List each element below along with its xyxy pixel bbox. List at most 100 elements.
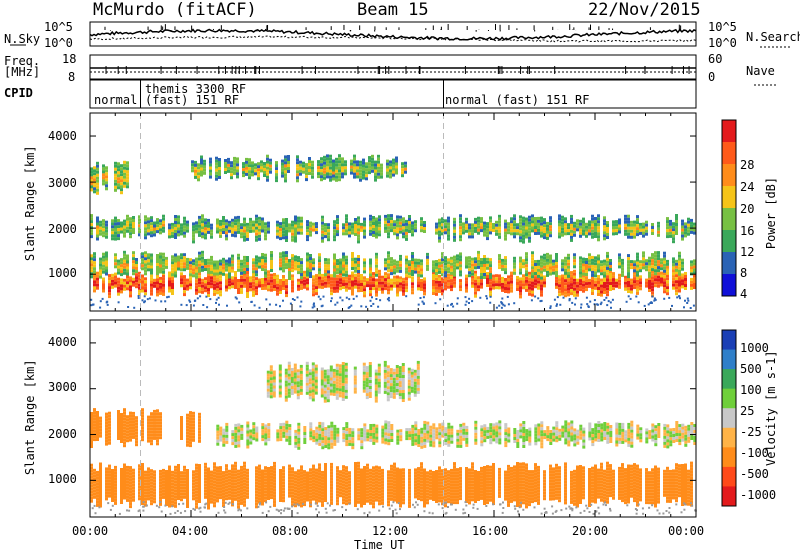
heatmap-cell	[450, 271, 453, 275]
heatmap-cell	[210, 285, 213, 289]
heatmap-cell	[255, 232, 258, 236]
heatmap-cell	[435, 266, 438, 269]
heatmap-cell	[489, 216, 492, 220]
heatmap-cell	[675, 283, 678, 287]
heatmap-cell	[309, 275, 312, 278]
heatmap-cell	[582, 226, 585, 230]
heatmap-cell	[162, 492, 165, 496]
heatmap-cell	[330, 498, 333, 502]
heatmap-cell	[639, 263, 642, 267]
heatmap-cell	[264, 487, 267, 491]
heatmap-cell	[486, 228, 489, 232]
heatmap-cell	[684, 275, 687, 278]
heatmap-cell	[90, 499, 93, 503]
ground-scatter-cell	[137, 297, 140, 299]
heatmap-cell	[108, 470, 111, 474]
heatmap-cell	[215, 165, 218, 169]
heatmap-cell	[294, 215, 297, 219]
heatmap-cell	[540, 287, 543, 291]
heatmap-cell	[216, 279, 219, 283]
heatmap-cell	[114, 216, 117, 220]
heatmap-cell	[336, 262, 339, 266]
heatmap-cell	[390, 263, 393, 267]
heatmap-cell	[144, 218, 147, 222]
heatmap-cell	[141, 274, 144, 278]
heatmap-cell	[315, 498, 318, 502]
heatmap-cell	[675, 268, 678, 272]
ground-scatter-cell	[627, 295, 630, 298]
heatmap-cell	[303, 473, 306, 477]
heatmap-cell	[108, 482, 111, 486]
heatmap-cell	[240, 498, 243, 502]
heatmap-cell	[135, 258, 138, 261]
heatmap-cell	[396, 278, 399, 282]
heatmap-cell	[477, 231, 480, 235]
heatmap-cell	[183, 290, 186, 294]
heatmap-cell	[396, 293, 399, 297]
heatmap-cell	[285, 282, 288, 286]
heatmap-cell	[399, 215, 402, 219]
heatmap-cell	[291, 289, 294, 293]
heatmap-cell	[297, 259, 300, 263]
heatmap-cell	[528, 277, 531, 281]
heatmap-cell	[255, 487, 258, 491]
heatmap-cell	[300, 468, 303, 472]
heatmap-cell	[252, 229, 255, 233]
heatmap-cell	[636, 270, 639, 274]
heatmap-cell	[315, 480, 318, 484]
heatmap-cell	[597, 284, 600, 287]
heatmap-cell	[246, 234, 249, 238]
heatmap-cell	[342, 270, 345, 274]
heatmap-cell	[90, 254, 93, 258]
heatmap-cell	[294, 236, 297, 240]
heatmap-cell	[216, 266, 219, 270]
heatmap-cell	[297, 281, 300, 285]
heatmap-cell	[357, 222, 360, 226]
heatmap-cell	[375, 258, 378, 262]
heatmap-cell	[186, 263, 189, 267]
heatmap-cell	[248, 170, 251, 174]
heatmap-cell	[543, 275, 546, 279]
heatmap-cell	[186, 481, 189, 484]
heatmap-cell	[294, 261, 297, 265]
heatmap-cell	[504, 228, 507, 232]
heatmap-cell	[216, 475, 219, 479]
heatmap-cell	[459, 232, 462, 236]
heatmap-cell	[264, 253, 267, 257]
heatmap-cell	[126, 495, 129, 499]
heatmap-cell	[357, 488, 360, 492]
heatmap-cell	[270, 276, 273, 280]
heatmap-cell	[390, 281, 393, 285]
heatmap-cell	[219, 259, 222, 263]
heatmap-cell	[579, 268, 582, 272]
heatmap-cell	[306, 492, 309, 496]
heatmap-cell	[93, 495, 96, 499]
heatmap-cell	[489, 281, 492, 285]
heatmap-cell	[522, 219, 525, 223]
heatmap-cell	[228, 266, 231, 270]
heatmap-cell	[594, 265, 597, 269]
heatmap-cell	[228, 263, 231, 267]
heatmap-cell	[228, 229, 231, 233]
heatmap-cell	[141, 463, 144, 466]
heatmap-cell	[456, 266, 459, 270]
heatmap-cell	[618, 253, 621, 257]
heatmap-cell	[231, 230, 234, 234]
heatmap-cell	[579, 225, 582, 229]
heatmap-cell	[516, 229, 519, 233]
heatmap-cell	[162, 267, 165, 271]
heatmap-cell	[483, 264, 486, 267]
heatmap-cell	[342, 498, 345, 502]
heatmap-cell	[309, 486, 312, 490]
heatmap-cell	[330, 480, 333, 484]
heatmap-cell	[372, 466, 375, 470]
heatmap-cell	[245, 172, 248, 176]
heatmap-cell	[390, 260, 393, 264]
heatmap-cell	[255, 496, 258, 500]
heatmap-cell	[207, 273, 210, 276]
heatmap-cell	[555, 274, 558, 277]
heatmap-cell	[120, 191, 123, 195]
heatmap-cell	[564, 265, 567, 269]
heatmap-cell	[288, 464, 291, 468]
heatmap-cell	[438, 261, 441, 265]
